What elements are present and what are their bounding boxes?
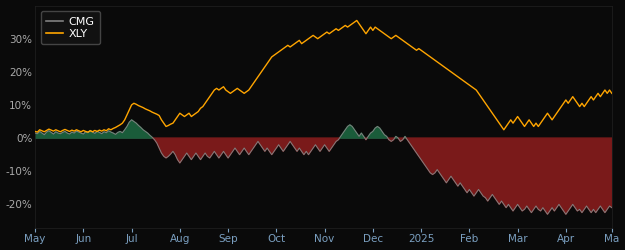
Legend: CMG, XLY: CMG, XLY bbox=[41, 11, 100, 44]
